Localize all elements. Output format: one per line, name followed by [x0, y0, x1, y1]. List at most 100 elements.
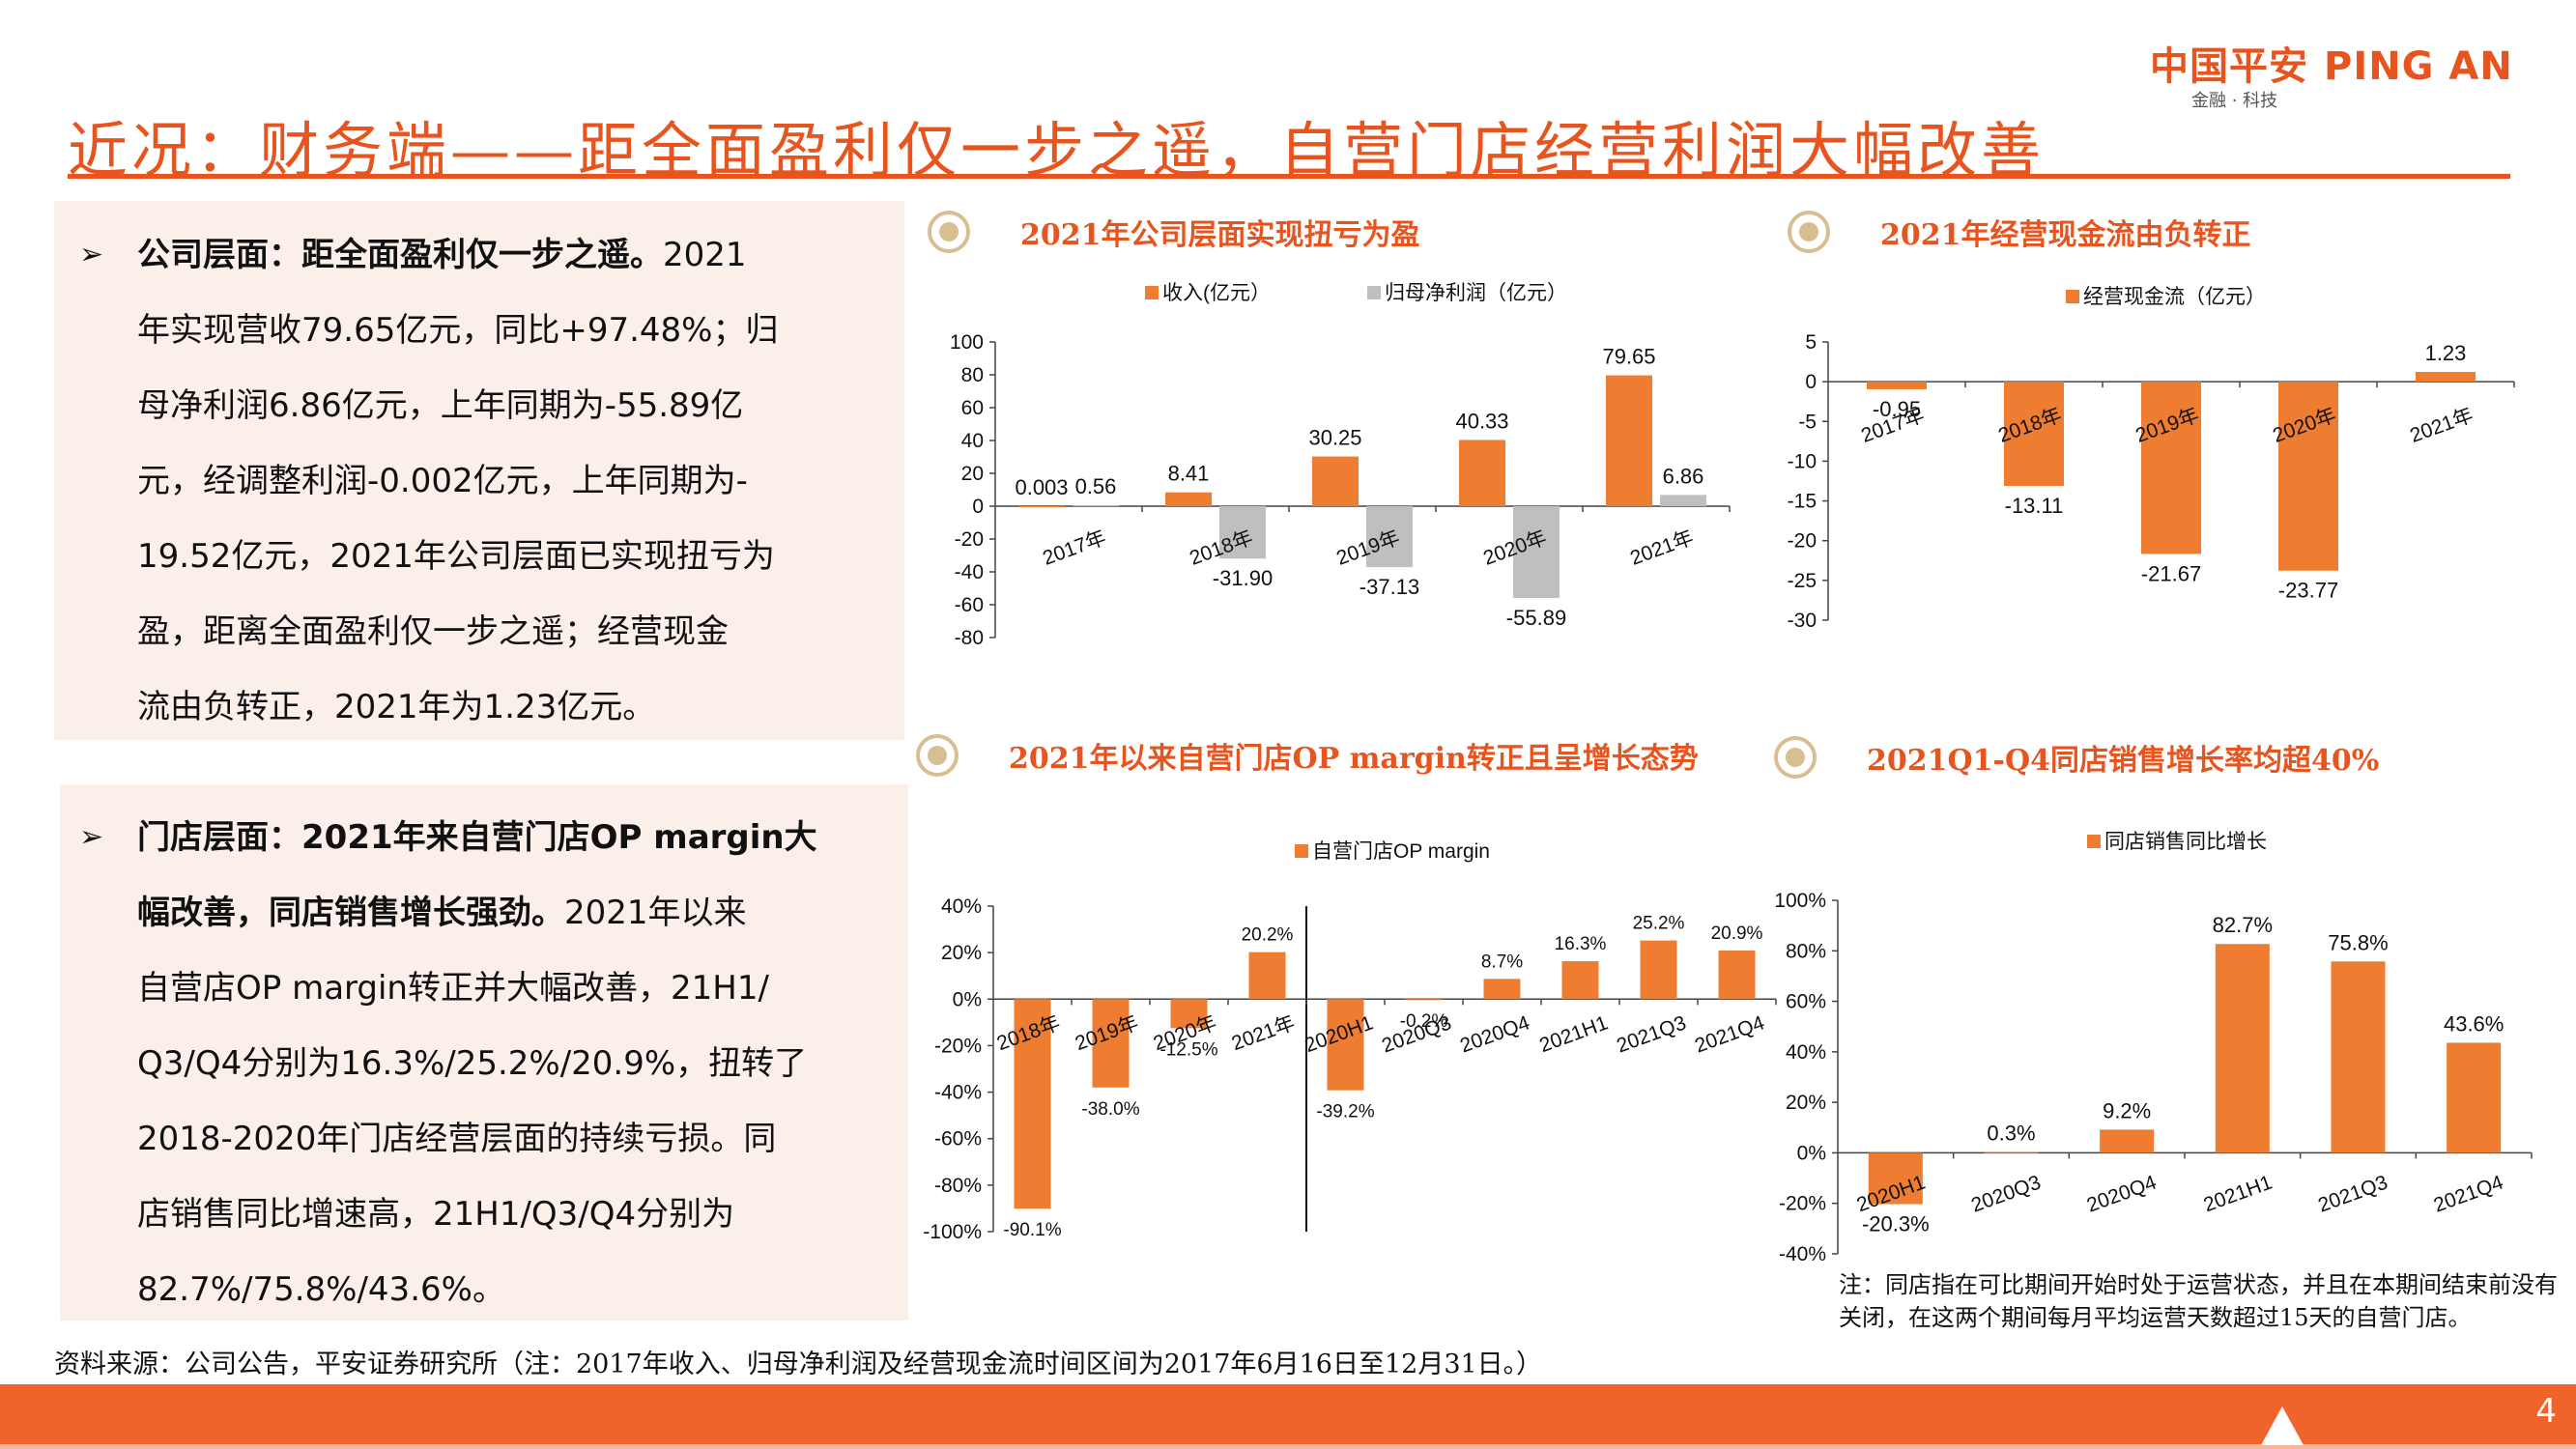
store-level-heading-line-1: 幅改善，同店销售增长强劲。 — [137, 894, 564, 932]
bar-0-1 — [1165, 492, 1212, 506]
store-level-heading-line-0: 门店层面：2021年来自营门店OP margin大 — [137, 818, 817, 857]
data-label-0-6: 8.7% — [1481, 952, 1523, 972]
bar-0-2 — [2141, 382, 2201, 554]
page-title: 近况：财务端——距全面盈利仅一步之遥，自营门店经营利润大幅改善 — [68, 115, 2046, 185]
data-label-0-0: -0.95 — [1873, 397, 1921, 421]
target-icon — [1788, 211, 1830, 253]
data-label-0-3: -23.77 — [2278, 579, 2338, 603]
y-tick-label: -10 — [1788, 450, 1817, 472]
bar-0-4 — [2331, 961, 2386, 1153]
category-label: 2021年 — [1229, 1011, 1299, 1055]
y-tick-label: -30 — [1788, 610, 1817, 632]
chart3-op-margin: 自营门店OP margin 40% 20% 0% -20% -40% -60% -80% -10… — [923, 840, 1777, 1243]
y-tick-label: 60% — [1786, 991, 1826, 1013]
legend-swatch-0 — [1145, 286, 1159, 299]
footer-bar — [0, 1384, 2576, 1444]
company-level-line-0: 2021 — [663, 236, 747, 274]
bar-1-3 — [1513, 506, 1560, 599]
y-tick-label: 40% — [1786, 1041, 1826, 1064]
bar-0-1 — [1984, 1151, 2039, 1153]
bar-0-3 — [2278, 382, 2338, 571]
y-tick-label: -40 — [955, 561, 984, 583]
bar-1-0 — [1073, 505, 1119, 507]
data-label-0-1: 8.41 — [1168, 462, 1210, 486]
store-level-line-3: 2018-2020年门店经营层面的持续亏损。同 — [137, 1120, 777, 1158]
bar-0-4 — [1327, 999, 1364, 1091]
y-tick-label: 0 — [1805, 371, 1817, 393]
logo-cn-text: 中国平安 — [2150, 44, 2308, 89]
pingan-logo: 中国平安 PING AN — [2150, 35, 2513, 91]
chart2-title: 2021年经营现金流由负转正 — [1880, 218, 2251, 252]
category-label: 2021H1 — [2201, 1172, 2275, 1217]
legend-label-1: 归母净利润（亿元） — [1385, 282, 1567, 304]
bar-0-0 — [1014, 999, 1051, 1209]
company-level-panel — [54, 201, 904, 740]
y-tick-label: -25 — [1788, 570, 1817, 592]
y-tick-label: -80% — [934, 1175, 982, 1197]
chart4-title: 2021Q1-Q4同店销售增长率均超40% — [1867, 744, 2380, 778]
category-label: 2021Q4 — [2431, 1171, 2506, 1216]
bullet-arrow-icon: ➢ — [79, 238, 104, 271]
store-level-line-5: 82.7%/75.8%/43.6%。 — [137, 1270, 505, 1309]
y-tick-label: -20 — [1788, 530, 1817, 553]
y-tick-label: -5 — [1798, 411, 1817, 433]
data-label-1-2: -37.13 — [1360, 575, 1419, 599]
category-label: 2017年 — [1040, 526, 1109, 570]
data-label-0-5: -0.2% — [1400, 1011, 1448, 1032]
data-label-0-1: -13.11 — [2005, 494, 2064, 518]
title-underline — [68, 174, 2510, 179]
logo-en-text: PING AN — [2324, 44, 2513, 89]
data-label-1-4: 6.86 — [1663, 464, 1704, 488]
y-tick-label: 80 — [961, 364, 984, 386]
data-label-0-4: 1.23 — [2425, 341, 2467, 365]
category-label: 2021年 — [1627, 526, 1697, 570]
store-level-panel — [60, 784, 908, 1321]
store-level-line-4: 店销售同比增速高，21H1/Q3/Q4分别为 — [137, 1195, 735, 1234]
chart2-header: 2021年经营现金流由负转正 — [1788, 211, 2251, 253]
company-level-line-6: 流由负转正，2021年为1.23亿元。 — [137, 688, 656, 726]
y-tick-label: 5 — [1805, 331, 1817, 354]
data-label-0-0: 0.003 — [1015, 475, 1068, 499]
bar-0-1 — [2004, 382, 2064, 487]
y-tick-label: -20 — [955, 528, 984, 551]
bar-1-1 — [1219, 506, 1266, 559]
data-label-0-4: 79.65 — [1602, 345, 1655, 369]
bar-0-5 — [1405, 999, 1443, 1001]
y-tick-label: -60% — [934, 1128, 982, 1151]
category-label: 2021Q4 — [1692, 1011, 1767, 1057]
legend-swatch-1 — [1367, 286, 1381, 299]
data-label-0-1: 0.3% — [1987, 1122, 2035, 1146]
legend-label-0: 自营门店OP margin — [1312, 840, 1490, 863]
store-level-text: ➢ 门店层面：2021年来自营门店OP margin大 幅改善，同店销售增长强劲… — [79, 800, 901, 1327]
y-tick-label: 0 — [972, 496, 984, 518]
y-tick-label: 20% — [1786, 1092, 1826, 1114]
y-tick-label: 100% — [1774, 890, 1826, 912]
data-label-1-0: 0.56 — [1075, 474, 1117, 498]
target-icon — [916, 734, 959, 777]
category-label: 2021Q3 — [2315, 1172, 2390, 1217]
category-label: 2020Q4 — [2084, 1171, 2160, 1216]
bar-0-8 — [1640, 940, 1677, 1000]
y-tick-label: 60 — [961, 397, 984, 419]
bar-0-1 — [1092, 999, 1130, 1088]
bar-0-2 — [2100, 1129, 2155, 1153]
legend-swatch-0 — [2087, 835, 2101, 848]
y-tick-label: 20 — [961, 463, 984, 485]
data-label-0-4: -39.2% — [1316, 1102, 1374, 1122]
category-label: 2020Q4 — [1457, 1011, 1532, 1057]
y-tick-label: 80% — [1786, 940, 1826, 962]
bar-0-2 — [1312, 456, 1359, 506]
page-number: 4 — [2535, 1392, 2557, 1431]
data-label-0-2: 30.25 — [1308, 426, 1361, 450]
data-label-0-1: -38.0% — [1081, 1099, 1139, 1120]
company-level-line-4: 19.52亿元，2021年公司层面已实现扭亏为 — [137, 537, 775, 576]
chart4-same-store-sales: 同店销售同比增长 100% 80% 60% 40% 20% 0% -20% -40% -20.3%… — [1774, 831, 2533, 1265]
category-label: 2020Q3 — [1968, 1172, 2044, 1217]
bar-0-7 — [1561, 961, 1599, 1000]
chart1-revenue-netprofit: 收入(亿元） 归母净利润（亿元） 100 80 60 40 20 0 -20 -40 -60 -80 0… — [950, 282, 1731, 649]
source-note: 资料来源：公司公告，平安证券研究所（注：2017年收入、归母净利润及经营现金流时… — [54, 1350, 1543, 1379]
company-level-line-1: 年实现营收79.65亿元，同比+97.48%；归 — [137, 311, 779, 350]
store-level-line-0: 2021年以来 — [564, 894, 747, 932]
bar-0-0 — [1867, 382, 1927, 389]
category-label: 2021H1 — [1536, 1011, 1611, 1057]
